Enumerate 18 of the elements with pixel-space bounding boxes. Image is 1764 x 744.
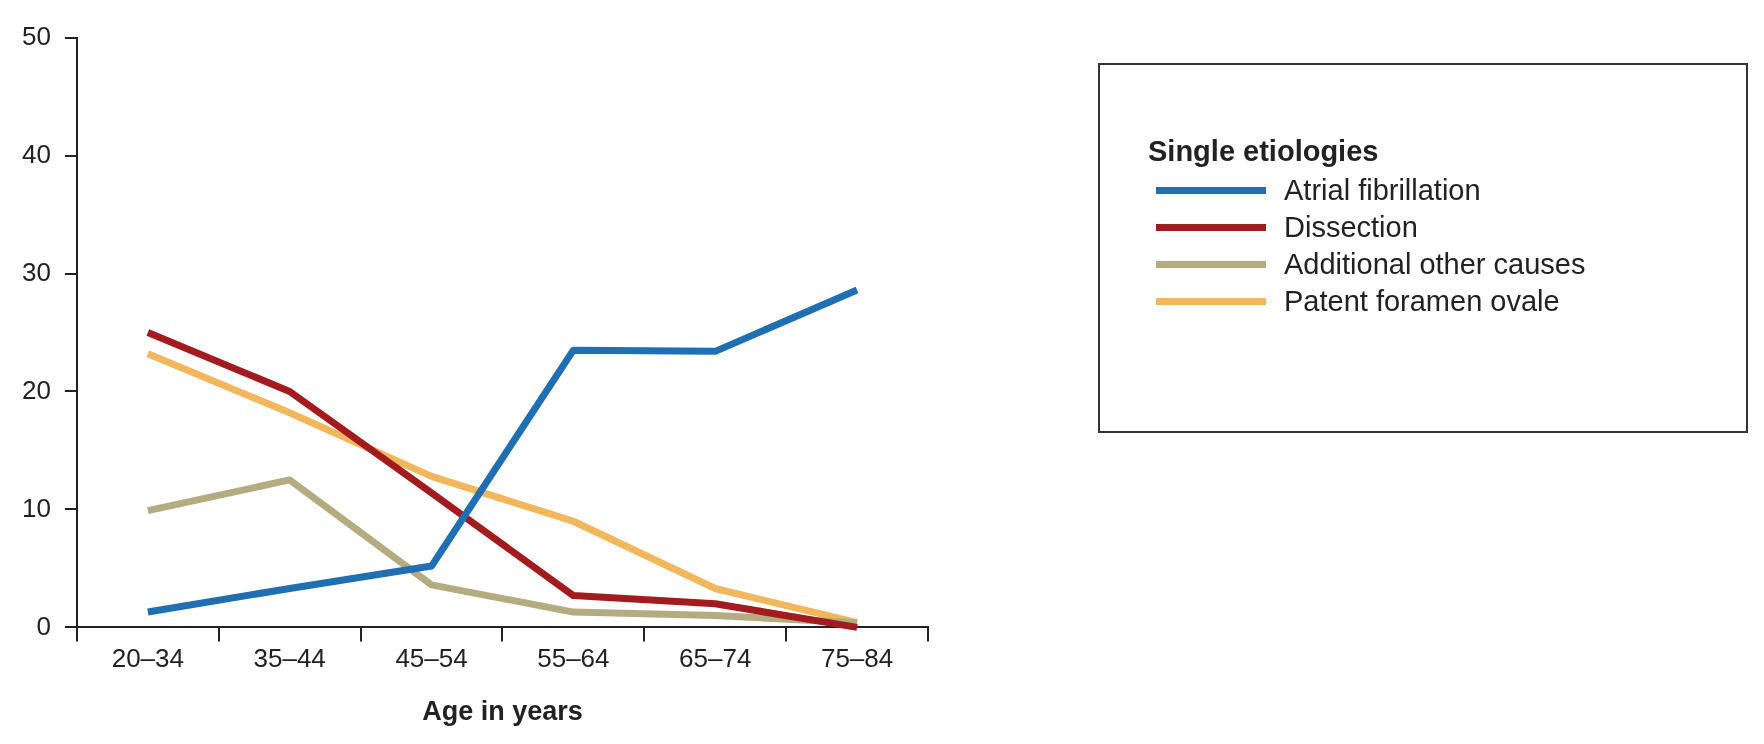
legend-label: Patent foramen ovale	[1284, 284, 1560, 319]
y-tick-label: 10	[22, 492, 51, 523]
legend-label: Additional other causes	[1284, 247, 1586, 282]
legend-label: Dissection	[1284, 210, 1418, 245]
y-tick-label: 50	[22, 20, 51, 51]
x-axis-title: Age in years	[422, 696, 583, 727]
x-tick-label: 55–64	[537, 643, 610, 674]
x-tick-label: 65–74	[679, 643, 752, 674]
legend-title: Single etiologies	[1148, 135, 1380, 168]
y-tick-label: 0	[36, 610, 51, 641]
x-tick-label: 35–44	[253, 643, 326, 674]
y-tick-label: 30	[22, 256, 51, 287]
x-tick-label: 75–84	[820, 643, 894, 674]
y-tick-label: 20	[22, 374, 51, 405]
x-tick-label: 45–54	[395, 643, 468, 674]
y-tick-label: 40	[22, 138, 51, 169]
legend-label: Atrial fibrillation	[1284, 173, 1481, 208]
x-tick-label: 20–34	[111, 643, 184, 674]
